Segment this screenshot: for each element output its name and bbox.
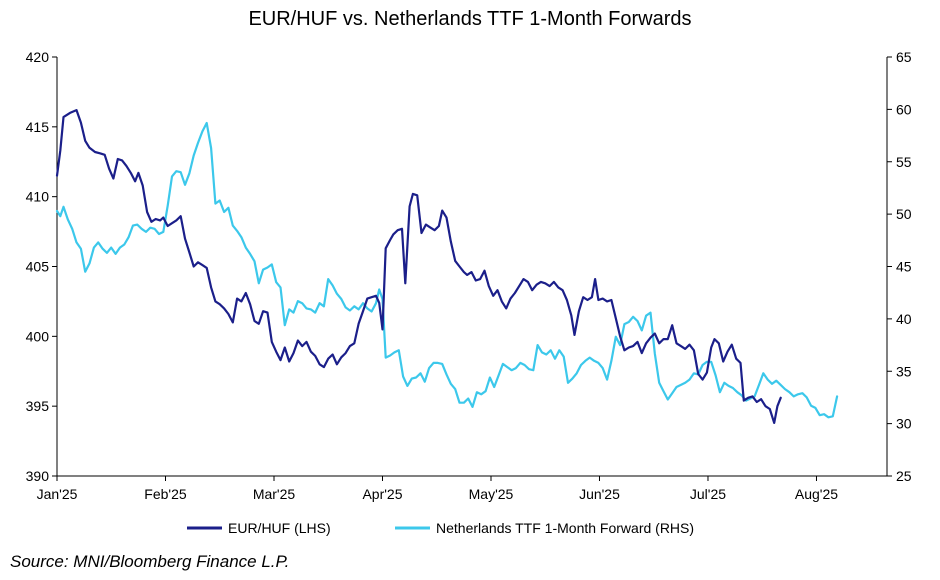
series-layer (55, 108, 839, 424)
x-tick-label: May'25 (469, 486, 514, 502)
right-tick-label: 65 (896, 49, 912, 65)
legend: EUR/HUF (LHS) Netherlands TTF 1-Month Fo… (187, 520, 694, 536)
x-tick-label: Jan'25 (37, 486, 78, 502)
legend-label-eurhuf: EUR/HUF (LHS) (228, 520, 331, 536)
left-tick-label: 420 (26, 49, 50, 65)
right-tick-label: 60 (896, 101, 912, 117)
right-tick-label: 30 (896, 416, 912, 432)
right-tick-label: 50 (896, 206, 912, 222)
source-note: Source: MNI/Bloomberg Finance L.P. (10, 552, 290, 571)
x-tick-label: Aug'25 (795, 486, 838, 502)
left-tick-label: 415 (26, 119, 50, 135)
right-tick-label: 35 (896, 363, 912, 379)
legend-label-ttf: Netherlands TTF 1-Month Forward (RHS) (436, 520, 694, 536)
right-tick-label: 40 (896, 311, 912, 327)
x-tick-label: Jul'25 (690, 486, 726, 502)
chart-axes (56, 57, 888, 477)
left-tick-label: 405 (26, 259, 50, 275)
series-line-ttf (55, 121, 839, 419)
right-tick-label: 55 (896, 154, 912, 170)
x-tick-label: Apr'25 (362, 486, 402, 502)
right-tick-label: 45 (896, 259, 912, 275)
left-tick-label: 400 (26, 328, 50, 344)
left-tick-label: 395 (26, 398, 50, 414)
left-tick-label: 390 (26, 468, 50, 484)
left-axis-ticks: 390 395 400 405 410 415 420 (26, 49, 57, 484)
series-line-eurhuf (55, 108, 782, 424)
left-tick-label: 410 (26, 189, 50, 205)
x-tick-label: Jun'25 (579, 486, 620, 502)
right-axis-ticks: 25 30 35 40 45 50 55 60 65 (887, 49, 912, 484)
right-tick-label: 25 (896, 468, 912, 484)
chart-title: EUR/HUF vs. Netherlands TTF 1-Month Forw… (248, 8, 692, 30)
x-tick-label: Mar'25 (253, 486, 296, 502)
x-tick-label: Feb'25 (144, 486, 187, 502)
x-axis-ticks: Jan'25 Feb'25 Mar'25 Apr'25 May'25 Jun'25 Jul'… (37, 476, 838, 502)
